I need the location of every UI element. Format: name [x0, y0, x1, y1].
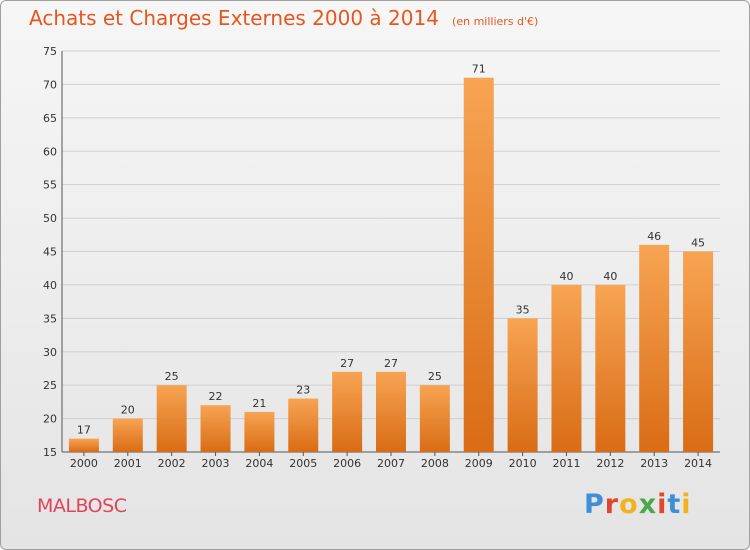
logo-letter: P — [584, 489, 605, 520]
data-label-2014: 45 — [691, 237, 705, 250]
bar-2003 — [200, 405, 231, 452]
y-tick-label: 70 — [43, 78, 57, 91]
y-tick-label: 25 — [43, 379, 57, 392]
y-tick-label: 75 — [43, 45, 57, 58]
x-tick-label-2002: 2002 — [158, 457, 186, 470]
y-tick-label: 35 — [43, 312, 57, 325]
data-label-2008: 25 — [428, 370, 442, 383]
data-label-2006: 27 — [340, 357, 354, 370]
data-label-2000: 17 — [77, 424, 91, 437]
bar-2006 — [332, 371, 363, 452]
bar-2005 — [288, 398, 319, 452]
title-row: Achats et Charges Externes 2000 à 2014 (… — [29, 6, 538, 30]
data-label-2011: 40 — [559, 270, 573, 283]
bar-2010 — [507, 318, 538, 452]
logo-letter: r — [604, 489, 620, 520]
x-tick-label-2011: 2011 — [552, 457, 580, 470]
logo-letter: i — [657, 489, 668, 520]
chart-title: Achats et Charges Externes 2000 à 2014 — [29, 6, 439, 30]
bar-2000 — [68, 438, 99, 452]
x-tick-label-2003: 2003 — [202, 457, 230, 470]
data-label-2003: 22 — [209, 390, 223, 403]
y-tick-label: 15 — [43, 446, 57, 459]
proxiti-logo: Proxiti — [584, 489, 692, 520]
y-tick-label: 55 — [43, 179, 57, 192]
y-tick-label: 20 — [43, 413, 57, 426]
bar-2007 — [376, 371, 406, 452]
x-tick-label-2010: 2010 — [509, 457, 537, 470]
y-tick-label: 60 — [43, 145, 57, 158]
data-label-2007: 27 — [384, 357, 398, 370]
data-label-2001: 20 — [121, 404, 135, 417]
bar-2004 — [244, 411, 275, 452]
bar-2013 — [639, 244, 670, 452]
y-tick-label: 30 — [43, 346, 57, 359]
x-tick-label-2005: 2005 — [289, 457, 317, 470]
x-tick-label-2004: 2004 — [245, 457, 273, 470]
bar-2014 — [683, 251, 714, 452]
x-tick-label-2013: 2013 — [640, 457, 668, 470]
bar-2008 — [419, 385, 450, 452]
data-label-2012: 40 — [603, 270, 617, 283]
x-tick-label-2012: 2012 — [596, 457, 624, 470]
data-label-2004: 21 — [252, 397, 266, 410]
x-tick-label-2000: 2000 — [70, 457, 98, 470]
data-label-2013: 46 — [647, 230, 661, 243]
x-tick-label-2006: 2006 — [333, 457, 361, 470]
x-tick-label-2009: 2009 — [465, 457, 493, 470]
bar-2009 — [463, 77, 494, 452]
y-tick-label: 40 — [43, 279, 57, 292]
y-tick-label: 65 — [43, 112, 57, 125]
bar-2001 — [112, 418, 143, 452]
chart-unit: (en milliers d'€) — [452, 15, 539, 28]
data-label-2005: 23 — [296, 384, 310, 397]
logo-letter: t — [667, 489, 682, 520]
commune-name: MALBOSC — [37, 495, 127, 517]
logo-letter: i — [681, 489, 692, 520]
y-tick-label: 45 — [43, 246, 57, 259]
y-tick-label: 50 — [43, 212, 57, 225]
bar-2012 — [595, 284, 626, 452]
x-tick-label-2014: 2014 — [684, 457, 712, 470]
logo-letter: x — [638, 489, 658, 520]
data-label-2009: 71 — [472, 63, 486, 76]
data-label-2002: 25 — [165, 370, 179, 383]
data-label-2010: 35 — [516, 303, 530, 316]
x-tick-label-2007: 2007 — [377, 457, 405, 470]
bar-2002 — [156, 385, 187, 452]
x-tick-label-2001: 2001 — [114, 457, 142, 470]
x-tick-label-2008: 2008 — [421, 457, 449, 470]
bar-2011 — [551, 284, 582, 452]
logo-letter: o — [619, 489, 639, 520]
